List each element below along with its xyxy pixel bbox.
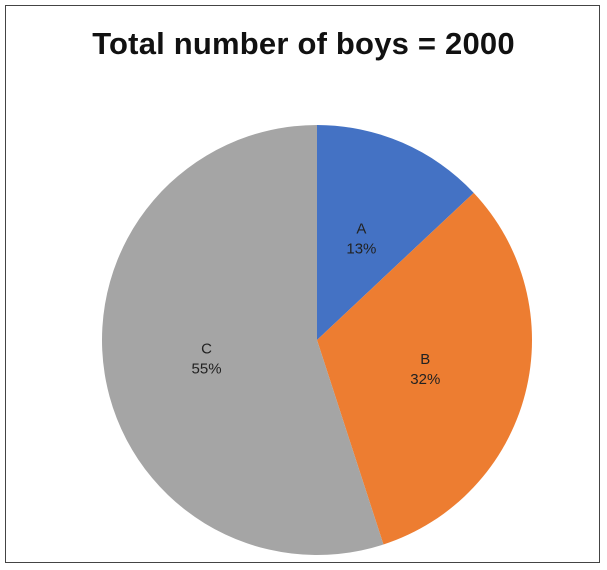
chart-title: Total number of boys = 2000 <box>92 26 515 61</box>
slice-value-label: 13% <box>346 240 376 257</box>
pie-slices <box>101 125 532 555</box>
slice-category-label: A <box>356 220 366 237</box>
pie-slice-b <box>317 192 532 545</box>
pie-slice-a <box>317 125 474 340</box>
pie-slice-c <box>101 125 384 555</box>
pie-labels: A 13% B 32% C 55% <box>192 220 441 387</box>
slice-category-label: C <box>201 340 212 357</box>
slice-value-label: 32% <box>410 371 440 388</box>
slice-value-label: 55% <box>192 360 222 377</box>
slice-category-label: B <box>420 351 430 368</box>
